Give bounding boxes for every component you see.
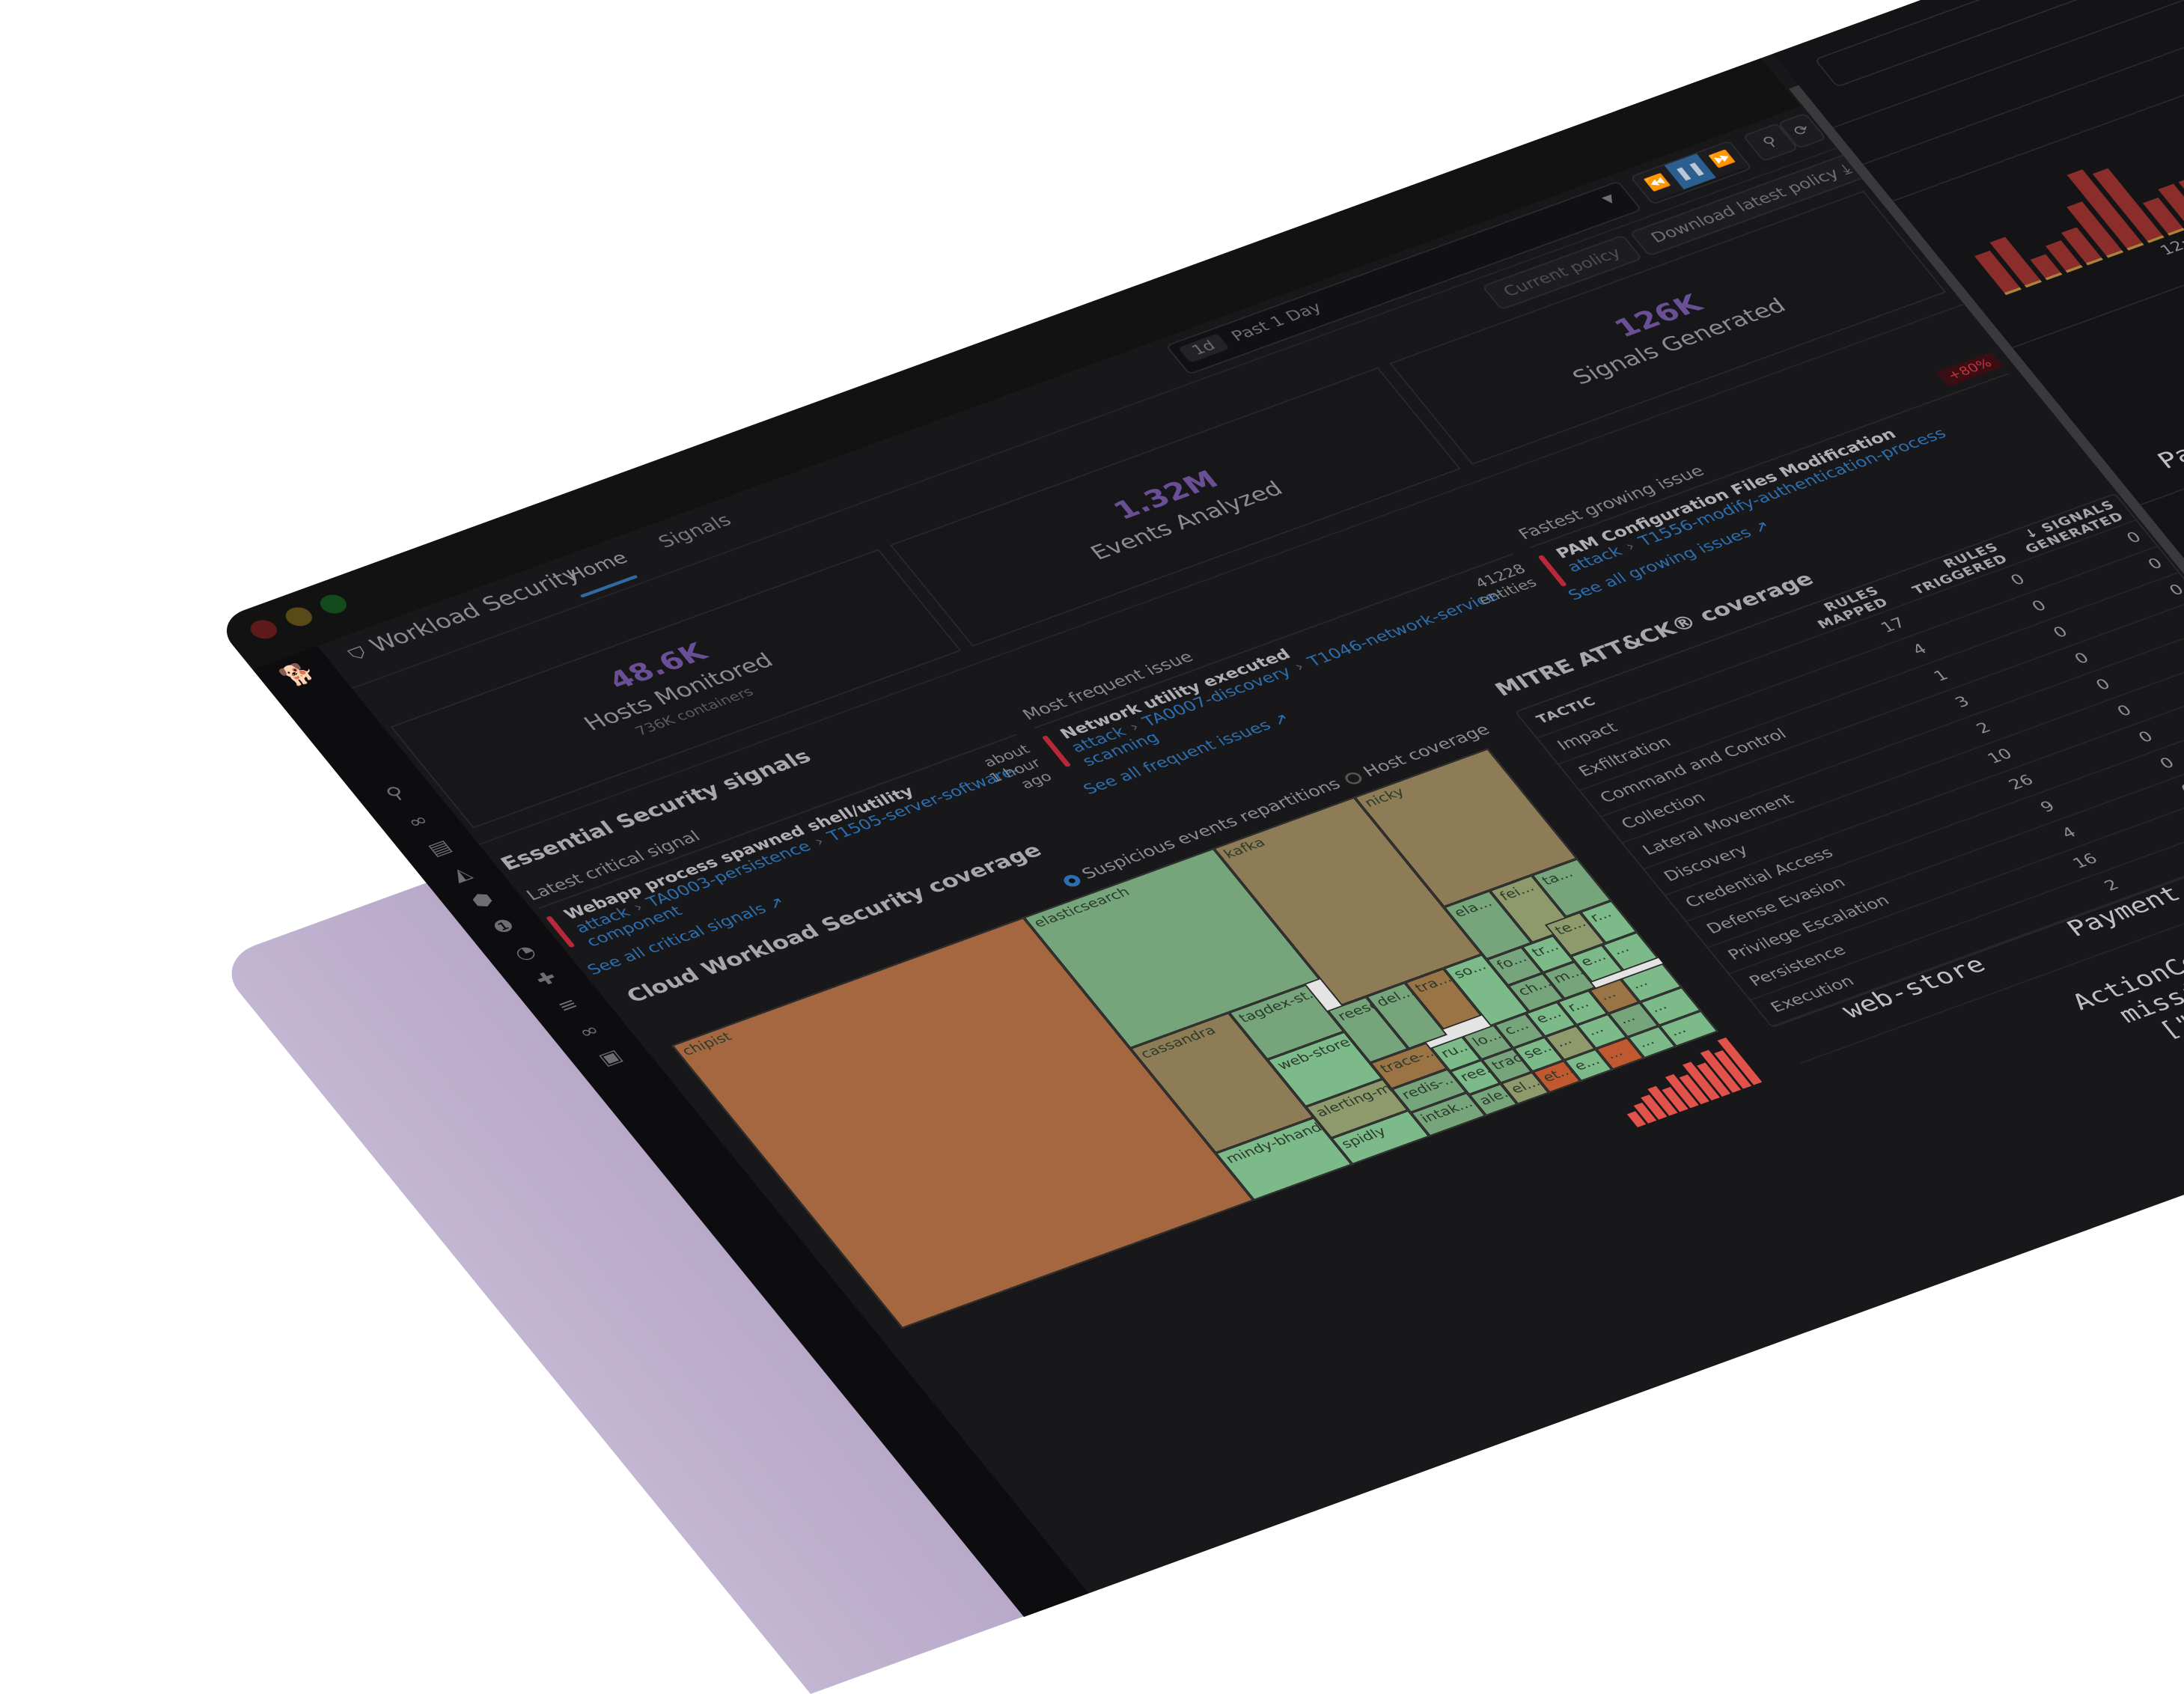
signals-bar-chart [1942,83,2184,295]
chevron-right-icon: › [1622,538,1639,554]
chevron-right-icon: › [1291,659,1308,674]
grid-line [2140,361,2184,505]
chevron-right-icon: › [811,834,828,850]
external-link-icon: ↗ [764,894,789,912]
app-window: 🐕 ⚲ ∞ ▤ ◭ ⬢ ❶ ◔ ✚ ≡ ∞ ▣ ⛉Workload Securi… [213,0,2184,1617]
chevron-down-icon: ▼ [1599,192,1618,207]
service-payment: Paymen [2153,419,2184,474]
time-range-badge: 1d [1178,333,1230,362]
external-link-icon: ↗ [1749,518,1774,537]
radio-selected-icon [1061,873,1083,889]
radio-unselected-icon [1342,770,1364,786]
external-link-icon: ↗ [1269,710,1293,729]
